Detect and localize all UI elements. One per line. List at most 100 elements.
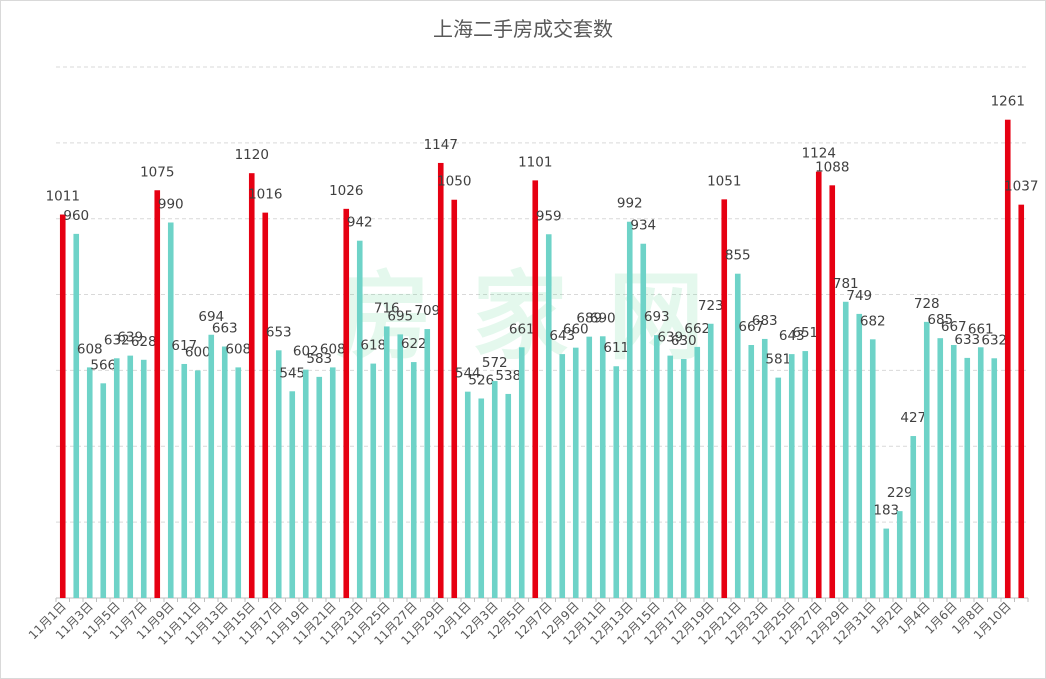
data-label: 1016	[248, 187, 282, 203]
data-label: 1120	[235, 147, 269, 163]
bar	[316, 376, 323, 598]
data-label: 1026	[329, 183, 363, 199]
bar-highlight	[248, 173, 255, 598]
bar-highlight	[451, 199, 458, 599]
bar	[289, 391, 296, 598]
data-label: 583	[306, 351, 332, 367]
bar	[856, 313, 863, 598]
bar	[680, 359, 687, 598]
data-label: 1261	[991, 94, 1025, 110]
data-label: 1147	[424, 137, 458, 153]
data-label: 581	[765, 352, 791, 368]
bar-highlight	[154, 190, 161, 598]
data-label: 639	[117, 330, 143, 346]
bar-highlight	[437, 162, 444, 598]
bar	[505, 393, 512, 598]
data-label: 545	[279, 365, 305, 381]
data-label: 667	[738, 319, 764, 335]
data-label: 639	[657, 330, 683, 346]
data-label: 728	[914, 296, 940, 312]
bar	[707, 323, 714, 598]
bar	[86, 367, 93, 598]
bar	[910, 436, 917, 598]
data-label: 959	[536, 208, 562, 224]
data-label: 690	[590, 310, 616, 326]
bar	[356, 240, 363, 598]
bar	[397, 334, 404, 598]
data-label: 526	[468, 372, 494, 388]
bar	[572, 347, 579, 598]
bar	[748, 345, 755, 598]
bar	[842, 301, 849, 598]
data-label: 660	[563, 322, 589, 338]
data-label: 611	[603, 340, 629, 356]
data-label: 632	[981, 332, 1007, 348]
bar	[640, 243, 647, 598]
data-label: 617	[171, 338, 197, 354]
data-label: 427	[900, 410, 926, 426]
data-label: 1011	[46, 189, 80, 205]
data-label: 1050	[437, 174, 471, 190]
data-label: 663	[212, 321, 238, 337]
data-label: 709	[414, 303, 440, 319]
bar	[734, 273, 741, 598]
bar	[478, 398, 485, 598]
bar-highlight	[1018, 204, 1025, 598]
bar	[883, 528, 890, 598]
data-label: 1101	[518, 154, 552, 170]
bar	[194, 370, 201, 598]
data-label: 572	[482, 355, 508, 371]
bar	[869, 339, 876, 598]
data-label: 693	[644, 309, 670, 325]
bar-highlight	[262, 212, 269, 598]
data-label: 608	[225, 341, 251, 357]
bar	[235, 367, 242, 598]
bar-highlight	[59, 214, 66, 598]
data-label: 689	[576, 311, 602, 327]
bar	[545, 234, 552, 599]
data-label: 618	[360, 338, 386, 354]
data-label: 566	[90, 357, 116, 373]
data-label: 229	[887, 485, 913, 501]
data-label: 651	[792, 325, 818, 341]
data-label: 622	[401, 336, 427, 352]
data-label: 662	[684, 321, 710, 337]
bar	[761, 338, 768, 598]
data-label: 183	[873, 503, 899, 519]
data-label: 632	[104, 332, 130, 348]
bar	[410, 362, 417, 598]
data-label: 683	[752, 313, 778, 329]
bar	[991, 358, 998, 598]
data-label: 630	[671, 333, 697, 349]
bar	[667, 355, 674, 598]
data-label: 716	[374, 300, 400, 316]
data-label: 942	[347, 215, 373, 231]
data-label: 934	[630, 218, 656, 234]
data-label: 544	[455, 366, 481, 382]
bar	[653, 335, 660, 598]
bar	[896, 511, 903, 598]
bar	[775, 377, 782, 598]
bar	[977, 347, 984, 598]
data-label: 608	[77, 341, 103, 357]
data-label: 602	[293, 344, 319, 360]
data-label: 855	[725, 248, 751, 264]
data-label: 960	[63, 208, 89, 224]
bar	[491, 381, 498, 598]
bar	[586, 336, 593, 598]
bar-highlight	[815, 171, 822, 598]
bar-highlight	[1004, 119, 1011, 598]
bar	[370, 363, 377, 598]
bar	[613, 366, 620, 598]
bar	[518, 347, 525, 598]
data-label: 992	[617, 196, 643, 212]
data-label: 1075	[140, 164, 174, 180]
data-label: 682	[860, 313, 886, 329]
bar	[221, 346, 228, 598]
bar	[73, 233, 80, 598]
bar	[167, 222, 174, 599]
bar	[964, 357, 971, 598]
data-label: 723	[698, 298, 724, 314]
data-label: 781	[833, 276, 859, 292]
bar	[464, 391, 471, 598]
